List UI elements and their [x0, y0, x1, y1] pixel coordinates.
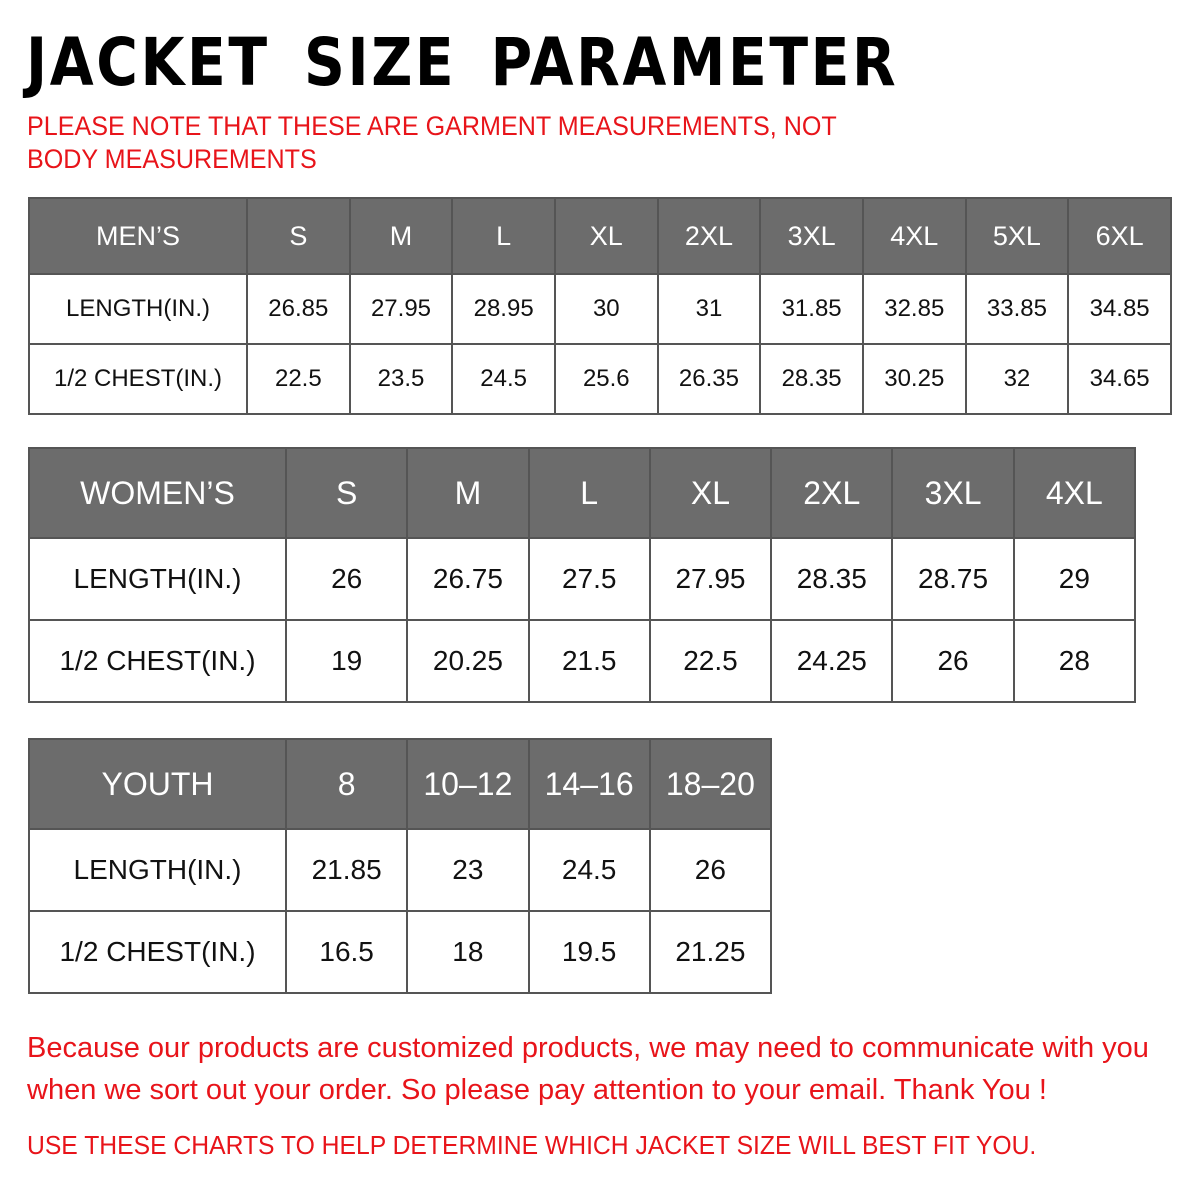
measurement-cell: 30	[553, 273, 659, 345]
measurement-cell: 20.25	[406, 619, 530, 703]
measurement-cell: 32.85	[861, 273, 967, 345]
size-header: L	[451, 197, 556, 275]
measurement-cell: 21.85	[284, 828, 409, 912]
table-row: LENGTH(IN.) 26 26.75 27.5 27.95 28.35 28.75 29	[28, 537, 1137, 621]
measurement-cell: 23	[406, 828, 530, 912]
size-header: 5XL	[964, 197, 1070, 275]
row-label: LENGTH(IN.)	[28, 537, 287, 621]
row-label: 1/2 CHEST(IN.)	[28, 619, 287, 703]
size-header: 6XL	[1067, 197, 1172, 275]
measurement-cell: 19	[284, 619, 409, 703]
table-row: 1/2 CHEST(IN.) 22.5 23.5 24.5 25.6 26.35 28.35…	[28, 343, 1172, 415]
header-row: YOUTH 8 10–12 14–16 18–20	[28, 738, 773, 830]
chart-usage-note: USE THESE CHARTS TO HELP DETERMINE WHICH…	[27, 1130, 1037, 1160]
row-label: 1/2 CHEST(IN.)	[28, 910, 287, 994]
size-header: 10–12	[406, 738, 530, 830]
measurement-cell: 34.65	[1067, 343, 1172, 415]
row-label: LENGTH(IN.)	[28, 828, 287, 912]
measurement-cell: 25.6	[553, 343, 659, 415]
measurement-cell: 24.5	[527, 828, 651, 912]
measurement-cell: 32	[964, 343, 1070, 415]
measurement-cell: 26.85	[246, 273, 351, 345]
womens-size-table: WOMEN’S S M L XL 2XL 3XL 4XL LENGTH(IN.) 26 26.75 2…	[28, 447, 1137, 703]
size-header: 4XL	[1012, 447, 1137, 539]
measurement-cell: 16.5	[284, 910, 409, 994]
measurement-cell: 28.35	[770, 537, 894, 621]
measurement-cell: 28.75	[891, 537, 1015, 621]
measurement-cell: 31.85	[759, 273, 864, 345]
category-header: YOUTH	[28, 738, 287, 830]
measurement-cell: 26	[648, 828, 773, 912]
measurement-cell: 28.35	[759, 343, 864, 415]
measurement-cell: 27.95	[648, 537, 773, 621]
youth-size-table: YOUTH 8 10–12 14–16 18–20 LENGTH(IN.) 21.85 23 2…	[28, 738, 773, 994]
size-header: 2XL	[656, 197, 762, 275]
size-header: XL	[648, 447, 773, 539]
measurement-cell: 27.5	[527, 537, 651, 621]
size-header: 8	[284, 738, 409, 830]
measurement-cell: 26.35	[656, 343, 762, 415]
table-row: LENGTH(IN.) 21.85 23 24.5 26	[28, 828, 773, 912]
measurement-cell: 30.25	[861, 343, 967, 415]
size-header: 4XL	[861, 197, 967, 275]
measurement-cell: 28.95	[451, 273, 556, 345]
size-header: 3XL	[759, 197, 864, 275]
size-header: S	[284, 447, 409, 539]
measurement-cell: 26	[891, 619, 1015, 703]
measurement-cell: 18	[406, 910, 530, 994]
category-header: WOMEN’S	[28, 447, 287, 539]
size-header: 2XL	[770, 447, 894, 539]
measurement-cell: 23.5	[348, 343, 454, 415]
size-header: XL	[553, 197, 659, 275]
measurement-note: PLEASE NOTE THAT THESE ARE GARMENT MEASU…	[27, 111, 837, 174]
size-header: M	[348, 197, 454, 275]
measurement-cell: 22.5	[648, 619, 773, 703]
measurement-cell: 29	[1012, 537, 1137, 621]
table-row: 1/2 CHEST(IN.) 16.5 18 19.5 21.25	[28, 910, 773, 994]
measurement-cell: 21.5	[527, 619, 651, 703]
header-row: WOMEN’S S M L XL 2XL 3XL 4XL	[28, 447, 1137, 539]
page-title: JACKET SIZE PARAMETER	[26, 24, 899, 101]
measurement-cell: 27.95	[348, 273, 454, 345]
measurement-cell: 24.25	[770, 619, 894, 703]
row-label: 1/2 CHEST(IN.)	[28, 343, 248, 415]
size-header: S	[246, 197, 351, 275]
measurement-cell: 26.75	[406, 537, 530, 621]
measurement-cell: 22.5	[246, 343, 351, 415]
size-header: M	[406, 447, 530, 539]
measurement-cell: 28	[1012, 619, 1137, 703]
size-header: 3XL	[891, 447, 1015, 539]
measurement-cell: 26	[284, 537, 409, 621]
mens-size-table: MEN’S S M L XL 2XL 3XL 4XL 5XL 6XL LENGTH(IN.) 26.8…	[28, 197, 1172, 415]
measurement-cell: 34.85	[1067, 273, 1172, 345]
size-header: 18–20	[648, 738, 773, 830]
measurement-cell: 19.5	[527, 910, 651, 994]
size-header: 14–16	[527, 738, 651, 830]
size-header: L	[527, 447, 651, 539]
table-row: 1/2 CHEST(IN.) 19 20.25 21.5 22.5 24.25 26 28	[28, 619, 1137, 703]
customization-notice: Because our products are customized prod…	[27, 1032, 1149, 1106]
measurement-cell: 31	[656, 273, 762, 345]
table-row: LENGTH(IN.) 26.85 27.95 28.95 30 31 31.85 32.85…	[28, 273, 1172, 345]
header-row: MEN’S S M L XL 2XL 3XL 4XL 5XL 6XL	[28, 197, 1172, 275]
category-header: MEN’S	[28, 197, 248, 275]
measurement-cell: 24.5	[451, 343, 556, 415]
row-label: LENGTH(IN.)	[28, 273, 248, 345]
measurement-cell: 21.25	[648, 910, 773, 994]
measurement-cell: 33.85	[964, 273, 1070, 345]
